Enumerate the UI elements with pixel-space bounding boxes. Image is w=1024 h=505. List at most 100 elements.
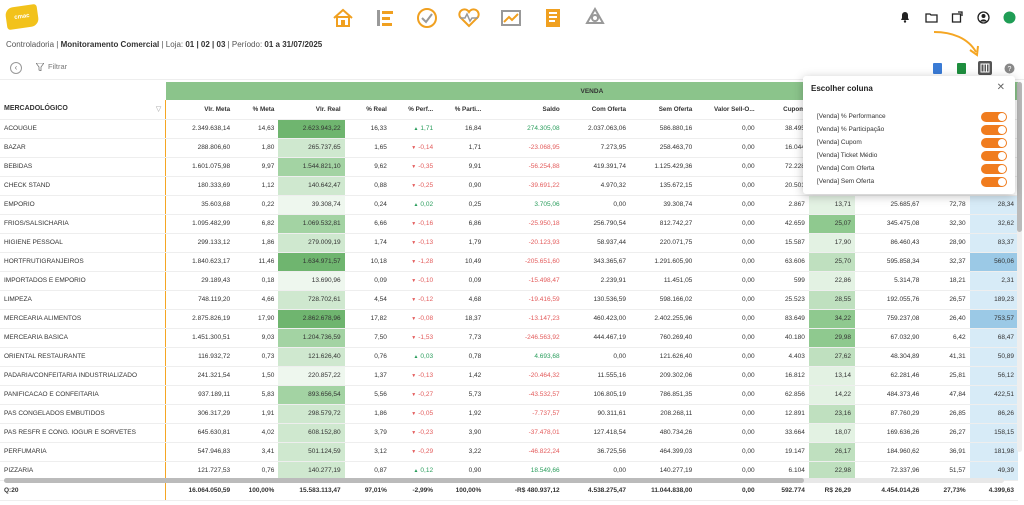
vertical-scroll-thumb[interactable] xyxy=(1017,82,1022,232)
performance-value: -1,53 xyxy=(418,334,434,341)
check-icon[interactable] xyxy=(414,6,440,30)
table-cell: 15.587 xyxy=(758,233,809,253)
column-header[interactable]: Vlr. Meta xyxy=(165,100,235,120)
table-cell: 23,16 xyxy=(808,404,856,424)
column-header[interactable]: Com Oferta xyxy=(563,100,630,120)
table-cell: 1,79 xyxy=(437,233,486,253)
table-row[interactable]: ORIENTAL RESTAURANTE 116.932,72 0,73 121.62… xyxy=(0,347,1018,367)
table-row[interactable]: FRIOS/SALSICHARIA 1.095.482,99 6,82 1.069.5… xyxy=(0,214,1018,234)
bell-icon[interactable] xyxy=(898,10,912,24)
table-cell: ▼ -1,53 xyxy=(390,328,438,348)
share-icon[interactable] xyxy=(950,10,964,24)
excel-icon[interactable] xyxy=(954,61,968,75)
table-row[interactable]: IMPORTADOS E EMPORIO 29.189,43 0,18 13.690,… xyxy=(0,271,1018,291)
file-blue-icon[interactable] xyxy=(930,61,944,75)
recycle-icon[interactable] xyxy=(582,6,608,30)
column-header[interactable]: Sem Oferta xyxy=(629,100,697,120)
column-header[interactable]: Vlr. Real xyxy=(278,100,345,120)
breadcrumb: Controladoria | Monitoramento Comercial … xyxy=(6,40,322,49)
user-icon[interactable] xyxy=(976,10,990,24)
column-header[interactable]: % Perf... xyxy=(390,100,438,120)
table-cell: BAZAR xyxy=(0,138,167,158)
column-header[interactable]: Saldo xyxy=(485,100,564,120)
table-cell: 501.124,59 xyxy=(278,442,345,462)
table-row[interactable]: PADARIA/CONFEITARIA INDUSTRIALIZADO 241.3… xyxy=(0,366,1018,386)
venda-table: VENDA MERCADOLÓGICO ▽ Vlr. Meta% Meta Vlr. … xyxy=(0,82,1018,501)
heart-pulse-icon[interactable] xyxy=(456,6,482,30)
table-cell: 158,15 xyxy=(969,423,1018,443)
column-toggle-switch[interactable] xyxy=(981,176,1007,187)
down-arrow-icon: ▼ xyxy=(411,430,417,436)
table-cell: -43.532,57 xyxy=(485,385,564,405)
toolbar-actions: ? xyxy=(930,61,1016,75)
home-icon[interactable] xyxy=(330,6,356,30)
logo[interactable]: cmac xyxy=(4,3,40,31)
table-cell: 28,55 xyxy=(808,290,856,310)
table-row[interactable]: PAS RESFR E CONG. IOGUR E SORVETES 645.63… xyxy=(0,423,1018,443)
total-cell: 16.064.050,59 xyxy=(165,479,235,501)
back-icon[interactable]: ‹ xyxy=(10,62,22,74)
table-row[interactable]: MERCEARIA ALIMENTOS 2.875.826,19 17,90 2.86… xyxy=(0,309,1018,329)
list-icon[interactable] xyxy=(372,6,398,30)
table-cell: 1,86 xyxy=(344,404,391,424)
table-cell: 18,07 xyxy=(808,423,856,443)
columns-icon[interactable] xyxy=(978,61,992,75)
table-cell: 35.603,68 xyxy=(165,195,235,215)
document-icon[interactable] xyxy=(540,6,566,30)
column-toggle-switch[interactable] xyxy=(981,150,1007,161)
breadcrumb-root[interactable]: Controladoria xyxy=(6,40,55,49)
table-cell: 34,22 xyxy=(808,309,856,329)
table-cell: ▼ -0,23 xyxy=(390,423,438,443)
table-cell: 4,68 xyxy=(437,290,486,310)
column-header[interactable]: % Parti... xyxy=(437,100,486,120)
column-header[interactable]: % Real xyxy=(344,100,391,120)
table-cell: 62.856 xyxy=(758,385,809,405)
table-cell: 0,00 xyxy=(696,138,759,158)
table-cell: 760.269,40 xyxy=(629,328,697,348)
column-toggle-switch[interactable] xyxy=(981,163,1007,174)
table-row[interactable]: PIZZARIA 121.727,53 0,76 140.277,19 0,87 ▲ 0,1… xyxy=(0,461,1018,481)
total-cell: 97,01% xyxy=(344,479,391,501)
table-row[interactable]: EMPORIO 35.603,68 0,22 39.308,74 0,24 ▲ 0,02 0,… xyxy=(0,195,1018,215)
table-cell: 13,14 xyxy=(808,366,856,386)
table-row[interactable]: PANIFICACAO E CONFEITARIA 937.189,11 5,83 8… xyxy=(0,385,1018,405)
table-cell: 645.630,81 xyxy=(165,423,235,443)
column-filter-icon[interactable]: ▽ xyxy=(155,106,162,114)
table-row[interactable]: MERCEARIA BASICA 1.451.300,51 9,03 1.204.73… xyxy=(0,328,1018,348)
table-cell: 184.960,62 xyxy=(855,442,924,462)
chart-icon[interactable] xyxy=(498,6,524,30)
column-toggle-switch[interactable] xyxy=(981,111,1007,122)
table-row[interactable]: LIMPEZA 748.119,20 4,66 728.702,61 4,54 ▼ -0,1… xyxy=(0,290,1018,310)
help-icon[interactable]: ? xyxy=(1002,61,1016,75)
filter-button[interactable]: Filtrar xyxy=(36,62,67,71)
performance-value: -0,13 xyxy=(418,239,434,246)
vertical-scrollbar[interactable] xyxy=(1017,82,1022,452)
table-cell: 0,73 xyxy=(234,347,279,367)
table-cell: ▲ 0,03 xyxy=(390,347,438,367)
column-header[interactable]: Cupom xyxy=(758,100,809,120)
horizontal-scroll-thumb[interactable] xyxy=(4,478,804,483)
close-icon[interactable]: ✕ xyxy=(996,82,1005,93)
table-cell: 2.875.826,19 xyxy=(165,309,235,329)
table-cell: 560,06 xyxy=(969,252,1018,272)
table-cell: 16,33 xyxy=(344,119,391,139)
horizontal-scrollbar[interactable] xyxy=(4,478,1004,483)
table-row[interactable]: PERFUMARIA 547.946,83 3,41 501.124,59 3,12 ▼ -… xyxy=(0,442,1018,462)
table-row[interactable]: HIGIENE PESSOAL 299.133,12 1,86 279.009,19 1… xyxy=(0,233,1018,253)
column-header-mercadologico[interactable]: MERCADOLÓGICO ▽ xyxy=(0,100,167,120)
table-cell: 0,90 xyxy=(437,176,486,196)
table-cell: -37.478,01 xyxy=(485,423,564,443)
column-toggle-switch[interactable] xyxy=(981,124,1007,135)
down-arrow-icon: ▼ xyxy=(411,221,417,227)
column-header[interactable]: % Meta xyxy=(234,100,279,120)
table-row[interactable]: HORTFRUTIGRANJEIROS 1.840.623,17 11,46 1.63… xyxy=(0,252,1018,272)
table-cell: 1,92 xyxy=(437,404,486,424)
down-arrow-icon: ▼ xyxy=(411,449,417,455)
folder-icon[interactable] xyxy=(924,10,938,24)
column-header[interactable]: Valor Sell-O... xyxy=(696,100,759,120)
table-cell: 748.119,20 xyxy=(165,290,235,310)
table-row[interactable]: PAS CONGELADOS EMBUTIDOS 306.317,29 1,91 29… xyxy=(0,404,1018,424)
column-toggle-switch[interactable] xyxy=(981,137,1007,148)
total-cell: 4.538.275,47 xyxy=(563,479,630,501)
table-cell: ▼ -0,29 xyxy=(390,442,438,462)
